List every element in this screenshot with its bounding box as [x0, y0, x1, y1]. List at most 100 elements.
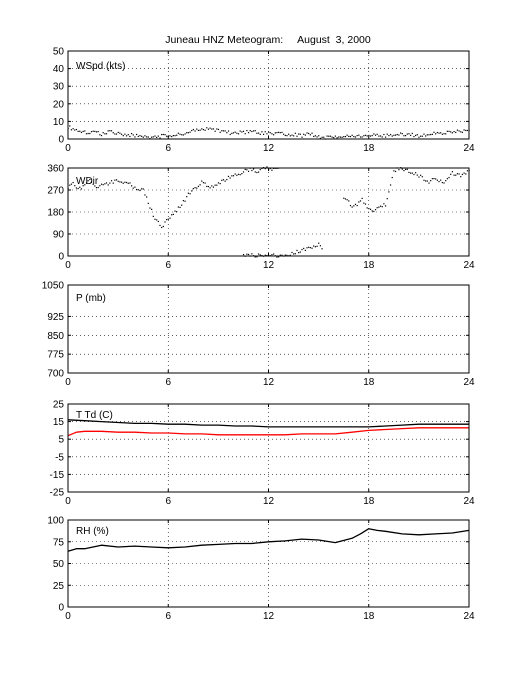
data-point [94, 185, 96, 187]
data-point [344, 135, 347, 138]
y-tick-label: 20 [53, 99, 65, 110]
data-point [421, 176, 423, 178]
data-point [339, 136, 342, 138]
data-point [304, 134, 306, 136]
data-point [426, 134, 428, 136]
data-point [368, 207, 370, 210]
data-point [136, 133, 138, 136]
y-tick-label: -15 [50, 470, 65, 481]
x-tick-label: 24 [463, 496, 475, 507]
data-point [288, 133, 290, 135]
data-point [130, 185, 133, 187]
data-point [82, 185, 84, 187]
data-point [237, 173, 240, 175]
data-point [186, 196, 188, 198]
data-point [87, 132, 89, 135]
figure-title: Juneau HNZ Meteogram: August 3, 2000 [165, 34, 371, 46]
data-point [461, 173, 464, 176]
data-point [206, 185, 208, 188]
data-point [222, 130, 225, 132]
data-point [391, 176, 393, 179]
data-point [194, 130, 196, 132]
data-point [229, 133, 231, 136]
data-point [309, 134, 311, 136]
data-point [438, 180, 440, 183]
data-point [134, 186, 136, 188]
data-point [413, 173, 415, 176]
data-point [393, 134, 395, 136]
x-tick-label: 18 [363, 496, 375, 507]
y-tick-label: 40 [53, 64, 65, 75]
data-point [455, 131, 457, 134]
data-point [465, 129, 467, 132]
data-point [254, 130, 256, 132]
data-point [246, 169, 248, 171]
data-point [132, 134, 134, 136]
data-point [294, 253, 296, 255]
data-point [311, 247, 313, 249]
data-point [396, 133, 398, 136]
data-point [301, 136, 303, 138]
y-tick-label: 925 [47, 312, 64, 323]
data-point [216, 128, 218, 130]
data-point [214, 184, 216, 186]
data-point [229, 177, 231, 179]
data-point [401, 168, 403, 170]
y-tick-label: 850 [47, 331, 64, 342]
data-point [416, 174, 418, 176]
data-point [354, 136, 357, 138]
data-point [346, 134, 348, 136]
data-point [172, 134, 174, 137]
data-point [386, 198, 388, 200]
data-point [89, 178, 91, 181]
data-point [425, 180, 427, 182]
data-point [242, 253, 245, 256]
data-point [356, 135, 358, 137]
data-point [171, 214, 173, 216]
data-point [247, 132, 250, 134]
data-point [394, 170, 397, 173]
x-tick-label: 18 [363, 611, 375, 622]
data-point [112, 182, 114, 184]
data-point [227, 175, 230, 178]
data-point [466, 170, 469, 172]
data-point [72, 181, 74, 184]
data-point [378, 135, 380, 137]
data-point [247, 170, 250, 172]
data-point [348, 135, 350, 138]
data-point [239, 174, 241, 176]
data-point [187, 132, 189, 134]
data-point [453, 130, 455, 133]
data-point [120, 181, 123, 183]
data-point [251, 169, 253, 172]
data-point [381, 206, 383, 208]
data-point [456, 173, 459, 175]
data-point [435, 178, 437, 180]
data-point [420, 135, 422, 137]
data-point [226, 132, 228, 134]
data-point [224, 130, 226, 132]
data-point [237, 133, 240, 135]
data-point [95, 131, 98, 133]
data-point [343, 136, 345, 138]
data-point [139, 135, 141, 137]
data-point [189, 131, 191, 133]
data-point [371, 134, 373, 137]
data-point [232, 175, 235, 177]
data-point [154, 135, 156, 137]
data-point [299, 251, 301, 253]
data-point [259, 133, 261, 135]
data-point [314, 135, 316, 137]
data-point [411, 132, 413, 135]
data-point [199, 129, 201, 131]
data-point [406, 168, 408, 170]
y-tick-label: 360 [47, 164, 64, 175]
data-point [236, 174, 238, 176]
data-point [278, 131, 280, 133]
data-point [122, 135, 124, 137]
data-point [264, 131, 266, 133]
data-point [152, 215, 154, 217]
data-point [291, 251, 293, 254]
data-point [234, 173, 236, 175]
data-point [99, 185, 101, 187]
